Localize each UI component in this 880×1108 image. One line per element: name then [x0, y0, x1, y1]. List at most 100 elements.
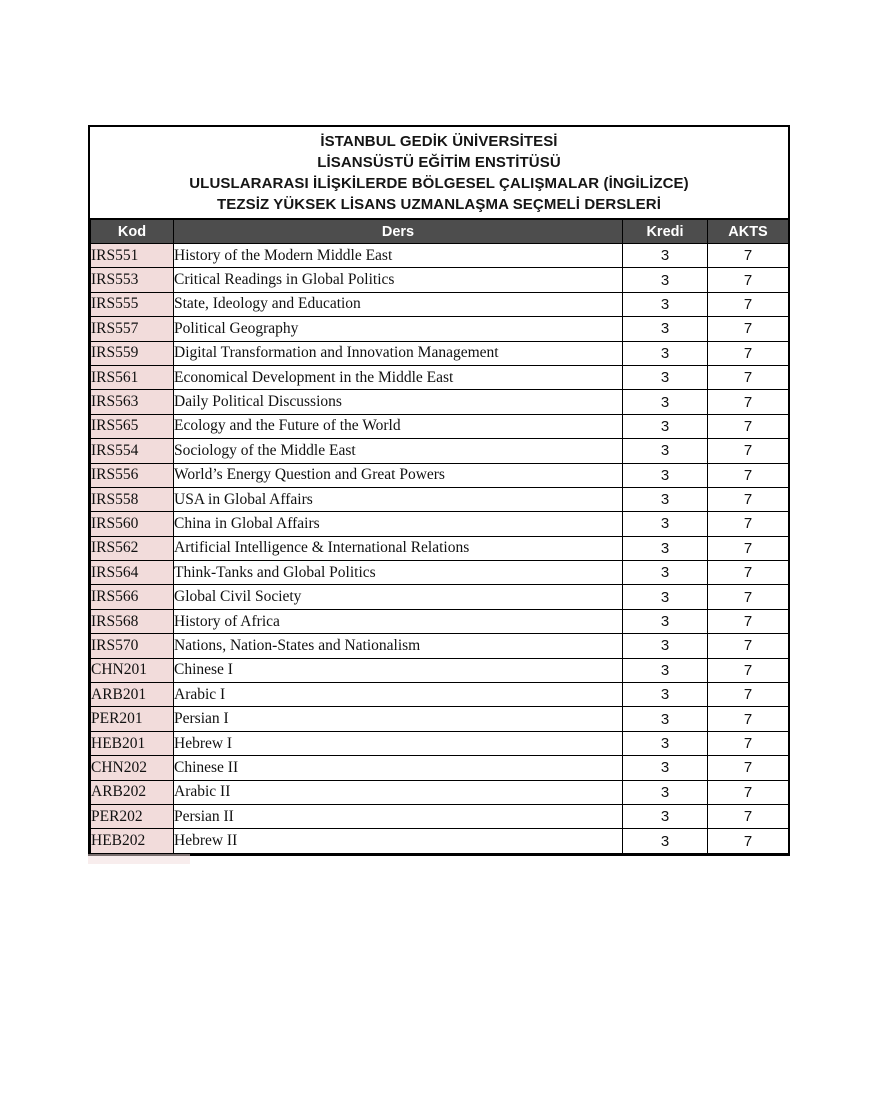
- cell-course-name: Daily Political Discussions: [173, 389, 623, 415]
- cell-credit: 3: [622, 657, 708, 684]
- cell-course-name: Persian I: [173, 706, 623, 732]
- cell-course-code: CHN201: [90, 657, 174, 684]
- column-header-kod: Kod: [90, 219, 174, 244]
- cell-credit: 3: [622, 291, 708, 318]
- cell-course-name: Hebrew I: [173, 730, 623, 757]
- course-table-container: İSTANBUL GEDİK ÜNİVERSİTESİ LİSANSÜSTÜ E…: [88, 125, 790, 864]
- title-course-group: TEZSİZ YÜKSEK LİSANS UZMANLAŞMA SEÇMELİ …: [217, 196, 661, 213]
- cell-course-name: China in Global Affairs: [173, 511, 623, 537]
- cell-course-name: History of Africa: [173, 608, 623, 635]
- cell-akts: 7: [707, 779, 789, 805]
- column-header-akts: AKTS: [707, 219, 789, 244]
- cell-course-code: HEB201: [90, 730, 174, 757]
- cell-course-name: Global Civil Society: [173, 584, 623, 610]
- table-row: IRS551 History of the Modern Middle East…: [90, 242, 789, 269]
- cell-course-name: Persian II: [173, 803, 623, 830]
- table-row: CHN202 Chinese II 3 7: [90, 755, 789, 781]
- cell-akts: 7: [707, 291, 789, 318]
- cell-akts: 7: [707, 657, 789, 684]
- table-row: IRS570 Nations, Nation-States and Nation…: [90, 633, 789, 659]
- cell-course-code: IRS563: [90, 389, 174, 415]
- cell-akts: 7: [707, 316, 789, 342]
- table-title-block: İSTANBUL GEDİK ÜNİVERSİTESİ LİSANSÜSTÜ E…: [90, 127, 788, 219]
- cell-akts: 7: [707, 462, 789, 488]
- cell-akts: 7: [707, 803, 789, 830]
- cell-akts: 7: [707, 755, 789, 781]
- table-row: IRS566 Global Civil Society 3 7: [90, 584, 789, 610]
- cell-akts: 7: [707, 364, 789, 391]
- cell-akts: 7: [707, 730, 789, 757]
- cell-credit: 3: [622, 242, 708, 269]
- cell-course-code: IRS562: [90, 535, 174, 562]
- cell-course-code: IRS570: [90, 633, 174, 659]
- cell-akts: 7: [707, 828, 789, 854]
- table-row: IRS557 Political Geography 3 7: [90, 316, 789, 342]
- cell-akts: 7: [707, 242, 789, 269]
- cell-course-name: Think-Tanks and Global Politics: [173, 560, 623, 586]
- cell-course-name: USA in Global Affairs: [173, 486, 623, 513]
- cell-course-name: Chinese II: [173, 755, 623, 781]
- cell-course-code: IRS559: [90, 340, 174, 366]
- cell-course-name: Chinese I: [173, 657, 623, 684]
- cell-credit: 3: [622, 535, 708, 562]
- cell-course-name: Digital Transformation and Innovation Ma…: [173, 340, 623, 366]
- cell-course-name: State, Ideology and Education: [173, 291, 623, 318]
- cell-credit: 3: [622, 755, 708, 781]
- table-row: IRS558 USA in Global Affairs 3 7: [90, 486, 789, 513]
- table-row: IRS561 Economical Development in the Mid…: [90, 364, 789, 391]
- cell-akts: 7: [707, 560, 789, 586]
- cell-credit: 3: [622, 633, 708, 659]
- table-row: ARB202 Arabic II 3 7: [90, 779, 789, 805]
- table-row: PER201 Persian I 3 7: [90, 706, 789, 732]
- cell-credit: 3: [622, 682, 708, 708]
- table-row: IRS554 Sociology of the Middle East 3 7: [90, 438, 789, 464]
- table-row: IRS563 Daily Political Discussions 3 7: [90, 389, 789, 415]
- cell-course-name: Critical Readings in Global Politics: [173, 267, 623, 293]
- cell-credit: 3: [622, 779, 708, 805]
- cell-course-code: IRS565: [90, 413, 174, 440]
- header-row: Kod Ders Kredi AKTS: [90, 219, 789, 244]
- table-row: IRS565 Ecology and the Future of the Wor…: [90, 413, 789, 440]
- cell-course-name: Hebrew II: [173, 828, 623, 854]
- table-row: PER202 Persian II 3 7: [90, 803, 789, 830]
- cell-course-code: PER202: [90, 803, 174, 830]
- cell-credit: 3: [622, 267, 708, 293]
- cell-course-code: IRS560: [90, 511, 174, 537]
- cell-course-code: IRS566: [90, 584, 174, 610]
- pink-remnant-strip: [88, 853, 190, 864]
- cell-credit: 3: [622, 560, 708, 586]
- cell-credit: 3: [622, 511, 708, 537]
- table-row: HEB202 Hebrew II 3 7: [90, 828, 789, 854]
- cell-akts: 7: [707, 267, 789, 293]
- cell-akts: 7: [707, 682, 789, 708]
- table-row: IRS560 China in Global Affairs 3 7: [90, 511, 789, 537]
- cell-course-name: Ecology and the Future of the World: [173, 413, 623, 440]
- cell-course-code: IRS556: [90, 462, 174, 488]
- cell-credit: 3: [622, 389, 708, 415]
- cell-akts: 7: [707, 584, 789, 610]
- cell-credit: 3: [622, 706, 708, 732]
- cell-credit: 3: [622, 316, 708, 342]
- cell-credit: 3: [622, 730, 708, 757]
- cell-akts: 7: [707, 633, 789, 659]
- cell-course-code: IRS551: [90, 242, 174, 269]
- table-row: IRS559 Digital Transformation and Innova…: [90, 340, 789, 366]
- cell-credit: 3: [622, 584, 708, 610]
- cell-credit: 3: [622, 608, 708, 635]
- cell-course-code: ARB202: [90, 779, 174, 805]
- table-header: Kod Ders Kredi AKTS: [90, 219, 789, 244]
- cell-course-code: HEB202: [90, 828, 174, 854]
- table-row: IRS553 Critical Readings in Global Polit…: [90, 267, 789, 293]
- table-row: IRS564 Think-Tanks and Global Politics 3…: [90, 560, 789, 586]
- cell-akts: 7: [707, 413, 789, 440]
- cell-course-name: Nations, Nation-States and Nationalism: [173, 633, 623, 659]
- cell-course-code: IRS555: [90, 291, 174, 318]
- cell-course-code: IRS554: [90, 438, 174, 464]
- cell-course-code: IRS564: [90, 560, 174, 586]
- title-program: ULUSLARARASI İLİŞKİLERDE BÖLGESEL ÇALIŞM…: [189, 175, 689, 192]
- cell-akts: 7: [707, 340, 789, 366]
- cell-credit: 3: [622, 413, 708, 440]
- table-row: IRS555 State, Ideology and Education 3 7: [90, 291, 789, 318]
- cell-credit: 3: [622, 803, 708, 830]
- cell-course-code: IRS561: [90, 364, 174, 391]
